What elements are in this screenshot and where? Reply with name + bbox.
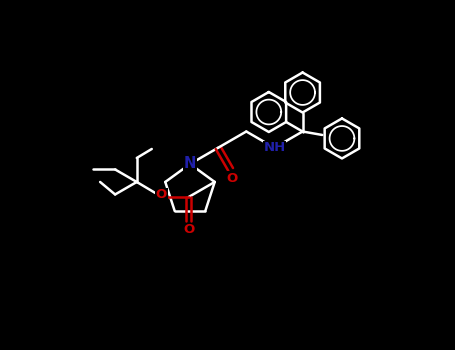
Text: NH: NH [263,141,286,154]
Text: O: O [156,188,167,202]
Text: O: O [183,223,194,237]
Text: O: O [226,172,237,185]
Text: N: N [184,156,196,172]
